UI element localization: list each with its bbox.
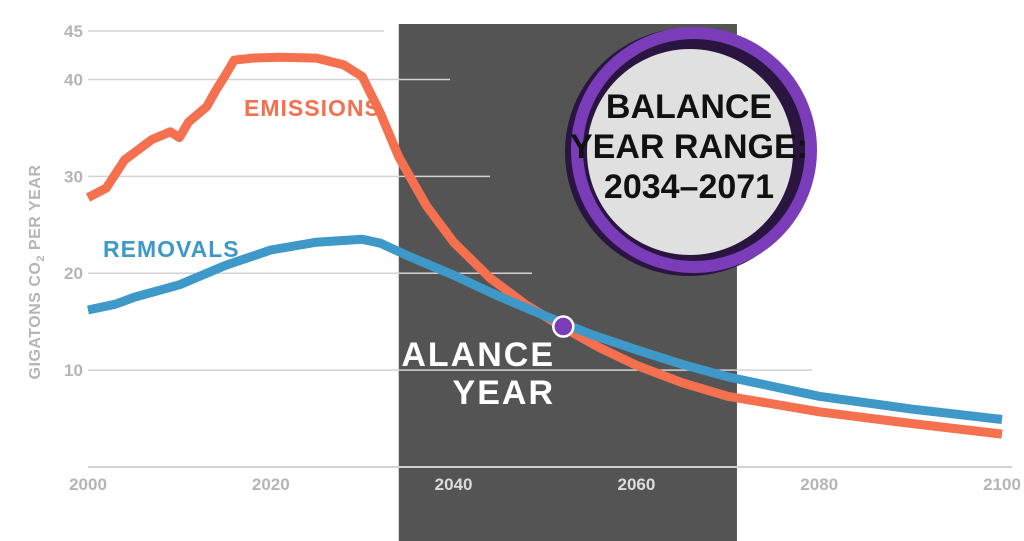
y-tick-label: 30 [64,167,83,186]
balance-year-range-callout: BALANCE YEAR RANGE: 2034–2071 [565,27,817,276]
callout-line2: YEAR RANGE: [570,128,808,166]
y-tick-label: 40 [64,70,83,89]
x-tick-label: 2020 [252,475,290,494]
y-tick-labels: 10 20 30 40 45 [64,22,83,380]
x-tick-labels: 2000 2020 2040 2060 2080 2100 [69,475,1021,494]
removals-series-label: REMOVALS [103,236,240,262]
balance-year-label-line1: BALANCE [375,336,555,374]
removals-line [87,234,1003,424]
y-tick-label: 10 [64,361,83,380]
x-tick-label: 2000 [69,475,107,494]
emissions-series-label: EMISSIONS [244,95,381,121]
y-tick-label: 45 [64,22,83,41]
series-lines [85,52,1003,439]
balance-year-label-line2: YEAR [453,374,555,412]
emissions-line [85,52,1003,439]
x-tick-label: 2040 [435,475,473,494]
callout-line1: BALANCE [606,88,772,126]
x-tick-label: 2080 [800,475,838,494]
y-tick-label: 20 [64,264,83,283]
callout-disc [587,49,793,255]
balance-point-marker [552,315,575,338]
x-tick-label: 2100 [983,475,1021,494]
callout-line3: 2034–2071 [604,168,774,206]
callout-ring-accent [571,27,817,273]
y-axis-label: GIGATONS CO2 PER YEAR [27,165,47,380]
x-tick-label: 2060 [617,475,655,494]
